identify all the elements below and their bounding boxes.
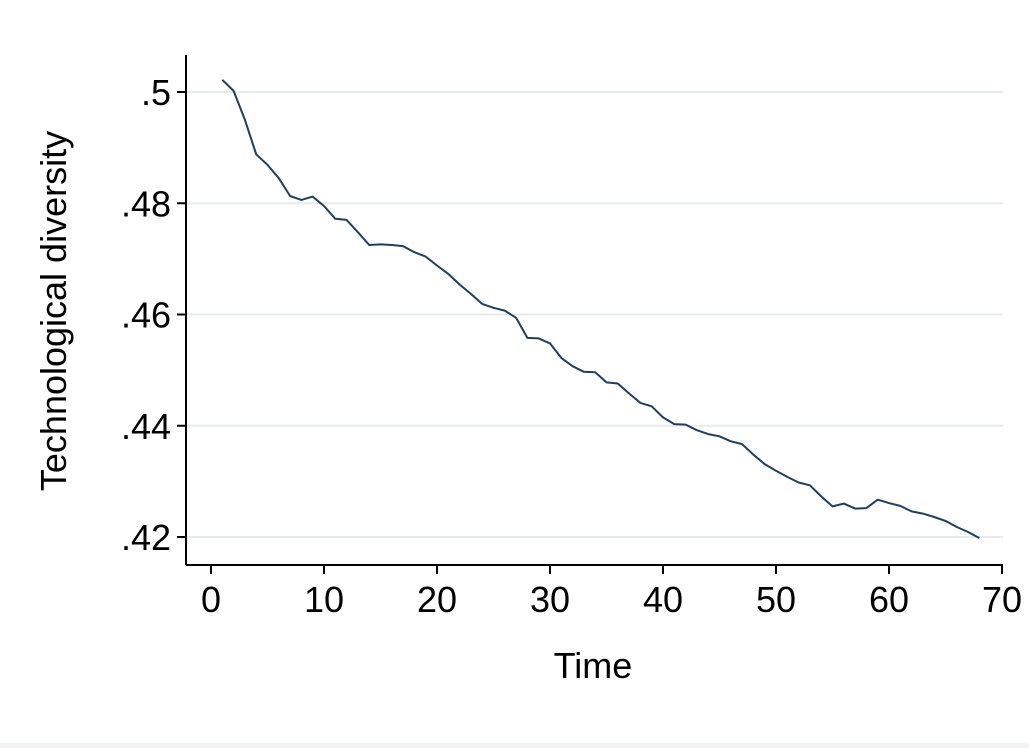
y-axis-ticks: .42 .44 .46 .48 .5 [121, 72, 186, 558]
y-tick-label: .42 [121, 517, 171, 558]
series-line [221, 79, 980, 539]
x-axis-ticks: 0 10 20 30 40 50 60 70 [201, 565, 1022, 620]
axes [185, 55, 1003, 566]
x-tick-label: 20 [417, 579, 457, 620]
x-tick-label: 40 [643, 579, 683, 620]
y-tick-label: .5 [141, 72, 171, 113]
x-axis-title: Time [554, 645, 633, 686]
y-tick-label: .46 [121, 295, 171, 336]
y-tick-label: .44 [121, 406, 171, 447]
x-tick-label: 50 [756, 579, 796, 620]
x-tick-label: 0 [201, 579, 221, 620]
bottom-strip [0, 743, 1029, 748]
y-tick-label: .48 [121, 183, 171, 224]
gridlines [187, 91, 1003, 538]
series-group [221, 79, 980, 539]
x-tick-label: 60 [869, 579, 909, 620]
x-tick-label: 70 [982, 579, 1022, 620]
x-tick-label: 30 [530, 579, 570, 620]
x-tick-label: 10 [304, 579, 344, 620]
y-axis-title: Technological diversity [33, 131, 74, 491]
